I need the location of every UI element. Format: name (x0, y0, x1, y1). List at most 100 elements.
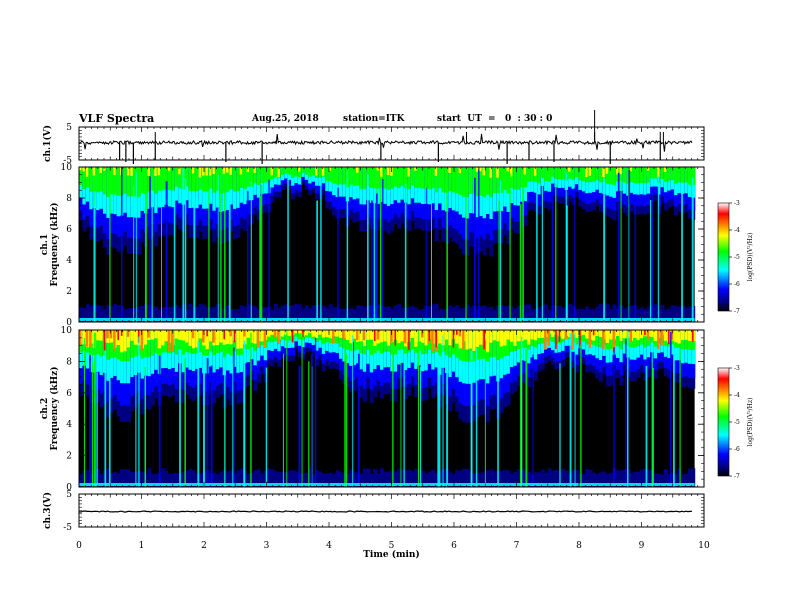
spectrum-column (496, 330, 501, 361)
spectrum-column (232, 473, 237, 487)
sferic-streak (165, 181, 168, 322)
sferic-streak (182, 168, 185, 322)
sferic-streak (184, 179, 187, 322)
spectrum-column (421, 330, 424, 338)
spectrum-column (438, 309, 443, 322)
sferic-streak (520, 336, 523, 487)
spectrum-column (373, 167, 378, 189)
spectrum-column (444, 330, 449, 356)
spectrum-column (171, 330, 174, 352)
spectrum-column (92, 167, 97, 192)
spectrum-column (691, 167, 696, 185)
spectrum-column (483, 330, 485, 350)
sferic-streak (109, 167, 111, 322)
sferic-streak (373, 191, 376, 322)
x-tick-label: 7 (514, 541, 520, 551)
spectrum-column (174, 330, 179, 355)
spectrum-column (229, 167, 234, 189)
sferic-streak (265, 367, 268, 487)
spectrum-column (137, 306, 142, 322)
sferic-streak (465, 175, 467, 322)
spectrum-column (650, 167, 655, 179)
sferic-streak (559, 363, 561, 487)
spectrum-column (421, 309, 426, 322)
spectrum-column (687, 330, 692, 341)
colorbar-label: log(PSD)(V²/Hz) (747, 233, 754, 282)
sferic-streak (652, 186, 654, 322)
spectrum-column (126, 330, 130, 337)
spectrum-column (157, 167, 161, 176)
spectrum-column (277, 167, 280, 177)
sferic-streak (470, 350, 473, 487)
spectrum-column (253, 469, 258, 487)
spectrum-column (663, 167, 668, 182)
x-tick-label: 2 (201, 541, 207, 551)
sferic-streak (574, 187, 576, 322)
spectrum-column (595, 330, 600, 336)
spectrum-column (102, 309, 107, 322)
spectrum-column (301, 472, 306, 487)
sferic-streak (89, 355, 91, 487)
spectrum-column (619, 167, 622, 175)
spectrum-column (212, 330, 215, 343)
spectrum-column (581, 167, 586, 182)
spectrum-column (660, 474, 665, 487)
spectrum-column (462, 167, 467, 197)
spectrum-column (588, 167, 592, 176)
spectrum-column (202, 330, 205, 343)
sferic-streak (437, 353, 440, 487)
panels (78, 110, 696, 513)
sferic-streak (346, 171, 349, 322)
spectrum-column (102, 167, 107, 195)
spectrum-column (400, 307, 405, 322)
spectrum-column (174, 472, 179, 487)
spectrum-column (338, 330, 343, 347)
spectrum-column (287, 167, 292, 175)
spectrum-column (369, 330, 374, 340)
spectrum-column (113, 471, 118, 487)
spectrum-column (684, 307, 689, 322)
spectrum-column (294, 303, 299, 322)
spectrum-column (496, 167, 499, 178)
spectrum-column (291, 167, 296, 178)
spectrum-column (639, 469, 644, 487)
spectrum-column (513, 330, 518, 346)
spectrum-column (663, 167, 667, 173)
spectrum-column (206, 330, 208, 337)
spectrum-column (284, 330, 289, 341)
spectrum-column (571, 305, 576, 322)
spectrum-column (219, 167, 224, 194)
sferic-streak (574, 332, 576, 487)
spectrum-column (622, 330, 627, 339)
spectrum-column (379, 330, 384, 343)
spectrum-column (680, 330, 685, 341)
sferic-streak (206, 358, 209, 487)
spectrum-column (311, 473, 316, 487)
sferic-streak (316, 200, 318, 322)
spectrum-column (636, 330, 641, 341)
sferic-streak (93, 332, 96, 487)
spectrum-column (496, 305, 501, 322)
spectrum-column (592, 308, 597, 322)
spectrum-column (137, 330, 140, 343)
spectrum-column (622, 308, 627, 322)
spectrum-column (304, 305, 309, 322)
sferic-streak (420, 366, 422, 487)
sferic-streak (522, 186, 524, 322)
sferic-streak (133, 185, 135, 322)
spectrum-column (568, 167, 573, 179)
colorbar-label: log(PSD)(V²/Hz) (747, 398, 754, 447)
spectrum-column (85, 330, 89, 347)
spectrum-column (540, 330, 545, 338)
spectrum-column (273, 471, 278, 487)
sferic-streak (626, 330, 629, 487)
chart-title: VLF Spectra (79, 112, 155, 125)
spectrum-column (421, 470, 426, 487)
spectrum-column (113, 303, 118, 322)
spectrum-column (414, 167, 419, 188)
spectrum-column (417, 330, 422, 342)
spectrum-column (571, 470, 576, 487)
spectrum-column (550, 470, 555, 487)
spectrum-column (342, 308, 347, 322)
colorbar-tick-label: -4 (734, 227, 740, 234)
